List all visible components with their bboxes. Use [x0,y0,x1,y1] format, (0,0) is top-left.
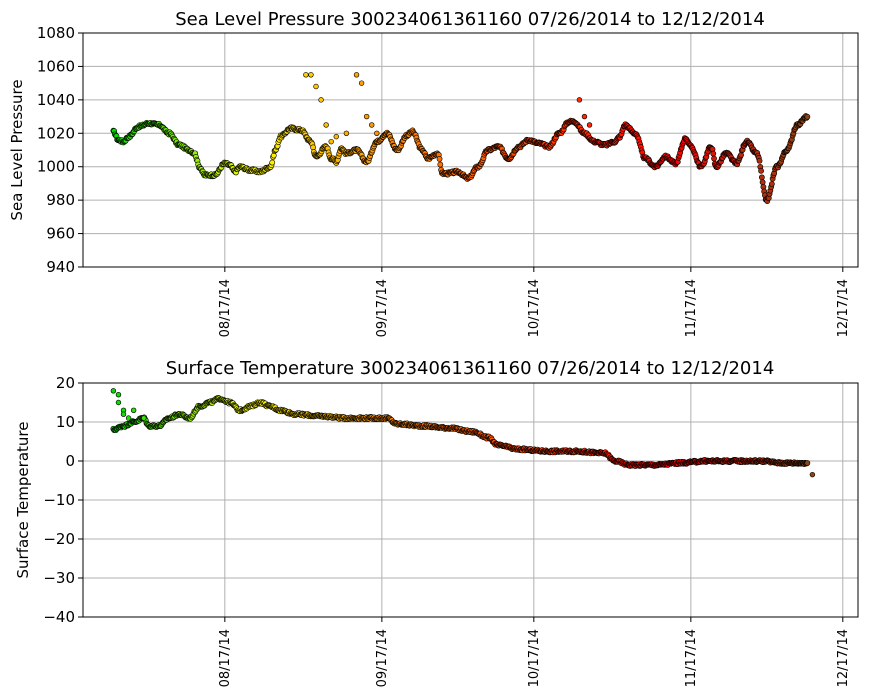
y-tick-label: 940 [46,258,75,276]
y-tick-label: 10 [56,413,75,431]
x-tick-label: 10/17/14 [527,629,542,687]
y-tick-label: 1000 [37,158,75,176]
data-point [804,113,811,120]
outlier-point [141,415,147,421]
y-tick-label: 980 [46,191,75,209]
outlier-point [343,130,350,136]
y-tick-label: −30 [43,569,75,587]
temperature-points [110,388,816,478]
data-point [711,155,717,162]
temperature-chart-title: Surface Temperature 300234061361160 07/2… [166,358,775,379]
outlier-point [115,392,122,398]
x-tick-label: 10/17/14 [527,279,542,337]
outlier-point [313,83,319,90]
temperature-chart: Surface Temperature 300234061361160 07/2… [14,358,859,687]
pressure-x-ticks: 08/17/14 09/17/14 10/17/14 11/17/14 12/17/14 [218,267,851,337]
x-tick-label: 09/17/14 [375,629,390,687]
data-point [758,174,765,181]
outlier-point [125,415,132,421]
outlier-point [809,471,816,478]
outlier-point [358,80,365,86]
outlier-point [369,122,375,128]
outlier-point [120,411,127,417]
temperature-y-axis-label: Surface Temperature [14,422,32,579]
data-point [710,150,717,157]
outlier-point [323,122,329,128]
outlier-point [318,97,324,103]
pressure-y-axis-label: Sea Level Pressure [8,79,26,220]
temperature-x-ticks: 08/17/14 09/17/14 10/17/14 11/17/14 12/17/14 [218,617,851,687]
x-tick-label: 12/17/14 [836,629,851,687]
x-tick-label: 11/17/14 [684,279,699,337]
data-point [759,179,766,186]
data-point [436,155,443,162]
outlier-point [115,399,122,406]
pressure-y-ticks: 940 960 980 1000 1020 1040 1060 1080 [37,24,83,276]
data-point [758,167,764,174]
outlier-point [303,72,309,78]
y-tick-label: −40 [43,608,75,626]
outlier-point [353,72,360,78]
y-tick-label: 1080 [37,24,75,42]
pressure-chart-title: Sea Level Pressure 300234061361160 07/26… [175,9,765,30]
y-tick-label: −10 [43,491,75,509]
y-tick-label: 1040 [37,91,75,109]
pressure-points [110,72,811,205]
x-tick-label: 08/17/14 [218,279,233,337]
x-tick-label: 09/17/14 [375,279,390,337]
pressure-plot-frame [82,32,859,268]
y-tick-label: −20 [43,530,75,548]
temperature-y-ticks: −40 −30 −20 −10 0 10 20 [43,374,83,626]
x-tick-label: 11/17/14 [684,629,699,687]
data-point [756,157,763,164]
data-point [804,460,811,466]
outlier-point [586,122,593,128]
temperature-grid [83,382,858,618]
pressure-chart: Sea Level Pressure 300234061361160 07/26… [8,9,859,337]
data-point [310,144,316,151]
pressure-grid [83,32,858,268]
outlier-point [581,113,588,120]
outlier-point [328,138,334,145]
outlier-point [110,388,117,394]
outlier-point [308,72,314,78]
outlier-point [363,113,370,120]
y-tick-label: 20 [56,374,75,392]
y-tick-label: 0 [65,452,75,470]
outlier-point [374,130,380,136]
y-tick-label: 1020 [37,124,75,142]
y-tick-label: 960 [46,225,75,243]
x-tick-label: 12/17/14 [836,279,851,337]
data-point [768,181,775,187]
outlier-point [576,97,583,103]
x-tick-label: 08/17/14 [218,629,233,687]
y-tick-label: 1060 [37,57,75,75]
outlier-point [333,133,339,140]
outlier-point [130,407,137,413]
data-point [269,159,276,166]
data-point [437,161,444,168]
